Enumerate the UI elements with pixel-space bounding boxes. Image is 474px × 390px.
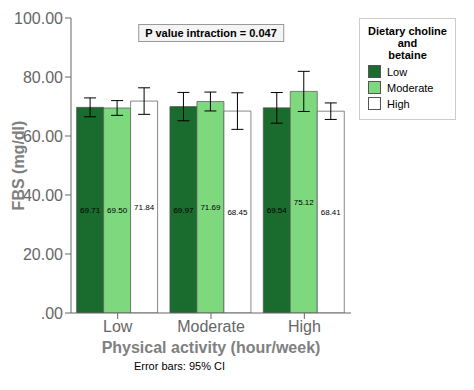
svg-text:69.71: 69.71: [80, 206, 101, 215]
html-text:Low: Low: [387, 65, 408, 78]
html-text:Error bars: 95% CI: Error bars: 95% CI: [134, 360, 225, 372]
html-text:Moderate: Moderate: [387, 81, 434, 94]
svg-text:FBS (mg/dl): FBS (mg/dl): [10, 121, 27, 211]
svg-text:71.84: 71.84: [134, 203, 155, 212]
svg-text:High: High: [288, 318, 321, 335]
svg-text:80.00: 80.00: [23, 69, 63, 86]
svg-text:60.00: 60.00: [23, 128, 63, 145]
svg-text:71.69: 71.69: [200, 203, 221, 212]
svg-text:68.41: 68.41: [321, 208, 342, 217]
svg-text:Moderate: Moderate: [177, 318, 245, 335]
html-text:P value intraction = 0.047: P value intraction = 0.047: [145, 27, 277, 39]
svg-text:.00: .00: [41, 305, 63, 322]
svg-text:40.00: 40.00: [23, 187, 63, 204]
html-text:High: High: [387, 97, 410, 110]
svg-text:69.54: 69.54: [267, 206, 288, 215]
svg-text:69.50: 69.50: [107, 206, 128, 215]
html-text:Dietary choline and: Dietary choline and: [368, 25, 447, 49]
svg-text:Low: Low: [103, 318, 133, 335]
svg-text:100.00: 100.00: [14, 10, 63, 27]
svg-text:Physical activity (hour/week): Physical activity (hour/week): [102, 339, 321, 356]
svg-text:68.45: 68.45: [227, 208, 248, 217]
svg-text:75.12: 75.12: [294, 198, 315, 207]
html-text:betaine: betaine: [388, 49, 427, 61]
svg-text:20.00: 20.00: [23, 246, 63, 263]
svg-text:69.97: 69.97: [173, 206, 194, 215]
